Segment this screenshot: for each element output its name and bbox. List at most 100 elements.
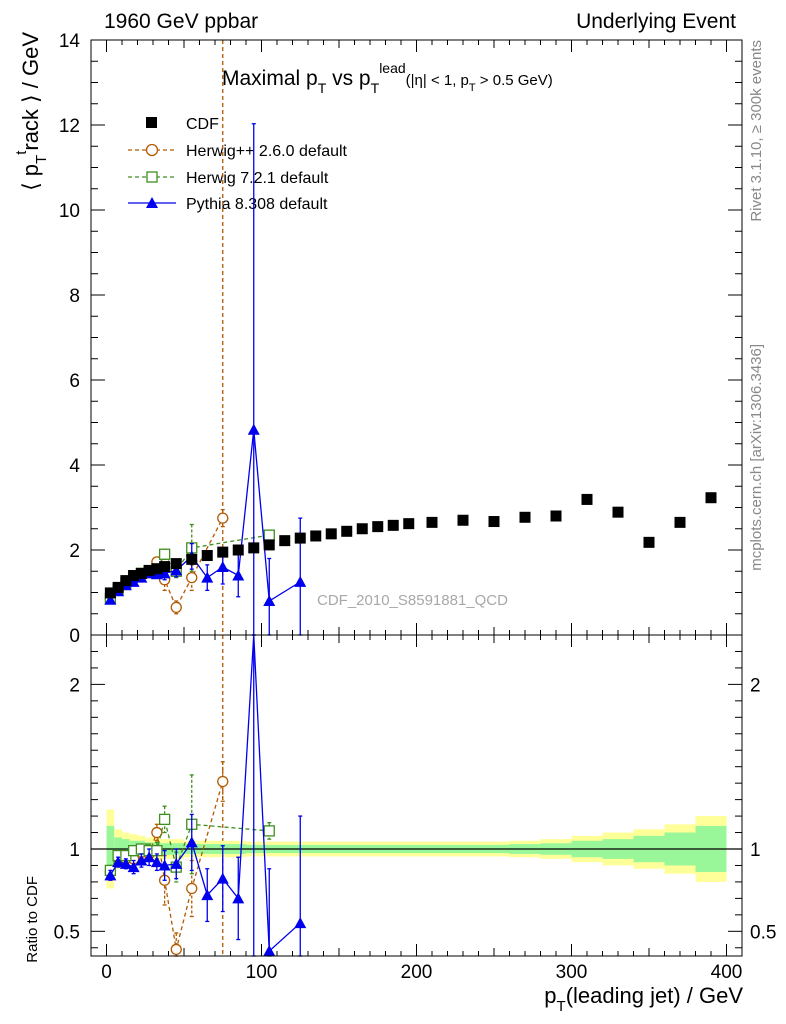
main-point-herwigpp xyxy=(217,512,229,524)
main-point-cdf xyxy=(705,492,717,504)
main-point-cdf xyxy=(135,567,147,579)
ratio-plot-frame xyxy=(90,634,743,957)
main-point-pythia xyxy=(294,575,307,587)
y-tick-label: 14 xyxy=(59,31,81,52)
main-point-cdf xyxy=(426,516,438,528)
ratio-y-tick-label-right: 2 xyxy=(750,675,761,696)
main-point-cdf xyxy=(279,535,291,547)
x-tick-label: 0 xyxy=(101,962,112,983)
mcplots-label: mcplots.cern.ch [arXiv:1306.3436] xyxy=(748,344,765,571)
main-point-cdf xyxy=(403,518,415,530)
y-tick-label: 6 xyxy=(69,371,80,392)
ratio-point-pythia xyxy=(119,857,132,869)
main-point-cdf xyxy=(643,536,655,548)
main-point-cdf xyxy=(294,532,306,544)
main-point-cdf xyxy=(356,523,368,535)
x-tick-label: 300 xyxy=(556,962,588,983)
analysis-watermark: CDF_2010_S8591881_QCD xyxy=(317,592,508,609)
legend-item-herwig7: Herwig 7.2.1 default xyxy=(128,170,329,187)
ratio-point-herwigpp xyxy=(170,943,182,956)
ratio-point-pythia xyxy=(294,917,307,929)
main-point-cdf xyxy=(151,563,163,575)
y-tick-label: 10 xyxy=(59,201,80,222)
main-line-herwigpp xyxy=(109,517,224,609)
y-tick-label: 0 xyxy=(69,626,80,647)
main-point-cdf xyxy=(112,581,124,593)
ratio-point-pythia xyxy=(143,851,156,863)
main-point-cdf xyxy=(674,516,686,528)
main-point-pythia xyxy=(170,564,183,576)
main-point-cdf xyxy=(325,528,337,540)
main-point-cdf xyxy=(248,542,260,554)
ratio-point-herwig7 xyxy=(263,825,275,837)
main-point-cdf xyxy=(612,506,624,518)
main-point-cdf xyxy=(201,550,213,562)
ratio-y-tick-label-right: 0.5 xyxy=(750,922,776,943)
ratio-point-herwig7 xyxy=(158,813,171,826)
rivet-label: Rivet 3.1.10, ≥ 300k events xyxy=(748,40,765,222)
ratio-y-tick-label-left: 1 xyxy=(69,840,80,861)
legend-item-cdf: CDF xyxy=(146,116,219,133)
main-point-pythia xyxy=(263,595,276,606)
x-tick-label: 100 xyxy=(246,962,278,983)
ratio-point-pythia xyxy=(232,892,245,904)
main-point-herwigpp xyxy=(170,601,182,614)
main-point-cdf xyxy=(310,530,322,542)
ratio-plot: 0 100 200 300 400 0.5 0.5 1 1 2 2 xyxy=(54,634,776,983)
main-point-cdf xyxy=(104,587,116,599)
main-point-herwigpp xyxy=(186,571,198,584)
main-point-pythia xyxy=(216,561,229,572)
x-axis-label: pT(leading jet) / GeV xyxy=(544,983,743,1015)
y-tick-label: 4 xyxy=(69,456,80,477)
main-point-cdf xyxy=(120,575,132,587)
main-point-cdf xyxy=(143,564,155,576)
main-point-herwig7 xyxy=(263,529,275,541)
legend-marker-cdf xyxy=(146,117,157,128)
main-point-cdf xyxy=(263,539,275,551)
y-axis-label: ⟨ pTtrack ⟩ / GeV xyxy=(13,32,50,191)
ratio-point-herwigpp xyxy=(217,775,229,788)
main-point-cdf xyxy=(581,493,593,505)
main-point-cdf xyxy=(341,525,353,537)
legend-item-pythia: Pythia 8.308 default xyxy=(128,196,328,213)
main-point-pythia xyxy=(158,567,171,579)
ratio-point-pythia xyxy=(170,857,183,869)
ratio-point-pythia xyxy=(263,945,276,957)
main-point-cdf xyxy=(159,561,171,573)
ratio-point-pythia xyxy=(127,861,140,873)
ratio-point-herwigpp xyxy=(186,882,198,895)
ratio-point-pythia xyxy=(185,836,198,848)
main-point-pythia xyxy=(247,423,260,435)
legend-label-herwigpp: Herwig++ 2.6.0 default xyxy=(186,143,348,160)
y-tick-label: 2 xyxy=(69,541,80,562)
ratio-line-pythia xyxy=(109,634,301,953)
main-point-herwig7 xyxy=(158,548,171,560)
main-point-cdf xyxy=(550,510,562,522)
ratio-point-pythia xyxy=(201,889,214,901)
header-right: Underlying Event xyxy=(576,10,736,33)
main-point-cdf xyxy=(457,514,469,526)
ratio-point-pythia xyxy=(104,869,117,881)
main-point-cdf xyxy=(372,521,384,533)
legend-marker-herwig7 xyxy=(146,171,158,183)
main-point-cdf xyxy=(232,544,244,556)
legend-label-herwig7: Herwig 7.2.1 default xyxy=(186,170,329,187)
main-point-cdf xyxy=(519,511,531,523)
legend-marker-herwigpp xyxy=(145,143,159,157)
chart-title: Maximal pT vs pTlead(|η| < 1, pT > 0.5 G… xyxy=(222,60,553,96)
ratio-point-pythia xyxy=(135,854,148,866)
ratio-point-herwigpp xyxy=(151,826,163,839)
legend: CDF Herwig++ 2.6.0 default Herwig 7.2.1 … xyxy=(128,116,348,213)
main-point-cdf xyxy=(387,519,399,531)
ratio-y-tick-label-right: 1 xyxy=(750,840,761,861)
y-tick-label: 12 xyxy=(59,116,80,137)
legend-item-herwigpp: Herwig++ 2.6.0 default xyxy=(128,143,348,160)
ratio-y-label: Ratio to CDF xyxy=(24,876,41,963)
y-tick-label: 8 xyxy=(69,286,80,307)
legend-label-pythia: Pythia 8.308 default xyxy=(186,196,328,213)
legend-label-cdf: CDF xyxy=(186,116,219,133)
main-point-pythia xyxy=(201,571,214,583)
main-point-cdf xyxy=(186,553,198,565)
main-point-pythia xyxy=(232,569,245,581)
